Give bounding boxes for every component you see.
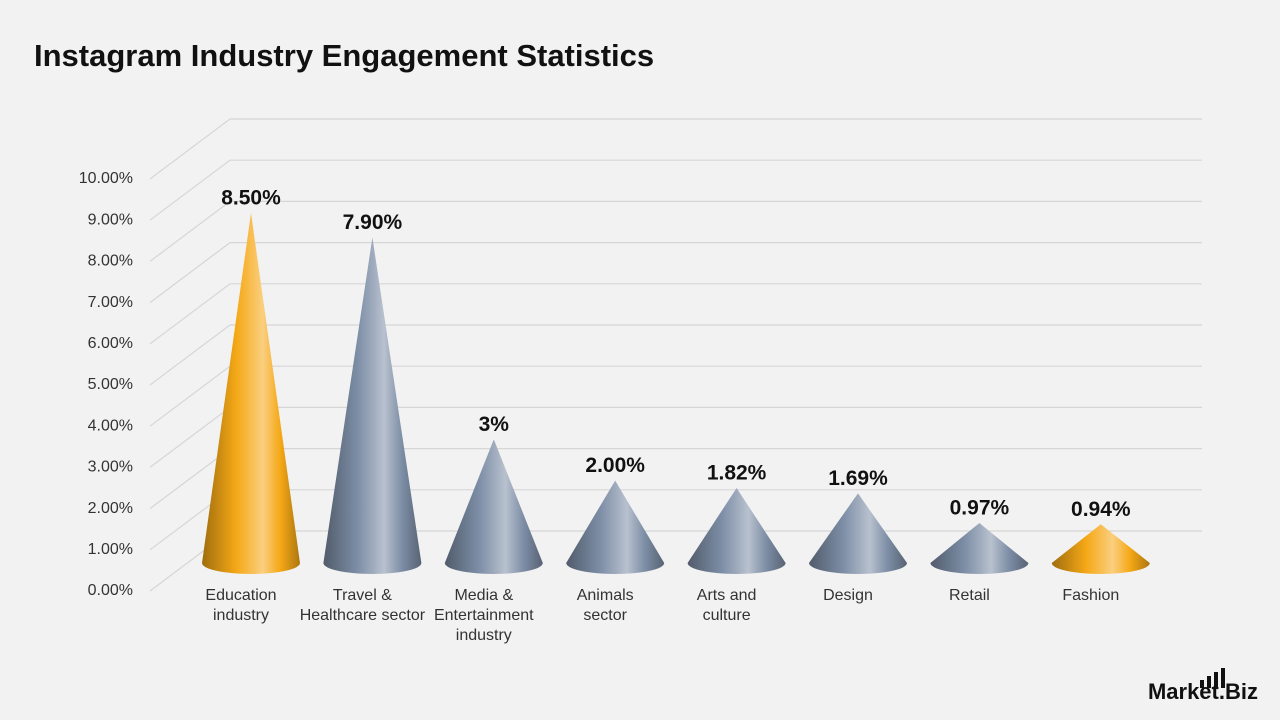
value-label: 0.97% (950, 497, 1010, 520)
cone (687, 488, 786, 574)
y-tick-label: 6.00% (88, 335, 133, 352)
x-tick-label: Design (823, 587, 873, 604)
value-label: 8.50% (221, 186, 281, 209)
grid-line (149, 118, 1202, 180)
grid-line (149, 159, 1202, 221)
grid-line (149, 365, 1202, 427)
value-label: 7.90% (343, 211, 403, 234)
grid-line (149, 324, 1202, 386)
y-tick-label: 4.00% (88, 417, 133, 434)
y-tick-label: 3.00% (88, 459, 133, 476)
y-tick-label: 0.00% (88, 582, 133, 599)
x-tick-label: Media & Entertainment industry (433, 587, 534, 644)
grid-line (149, 406, 1202, 468)
value-label: 1.69% (828, 467, 888, 490)
brand: Market.Biz (1148, 679, 1258, 704)
x-tick-label: Arts and culture (696, 587, 757, 624)
cone (1051, 524, 1150, 574)
cone (930, 523, 1029, 574)
y-tick-label: 1.00% (88, 541, 133, 558)
x-tick-label: Education industry (205, 587, 277, 624)
grid-line (149, 200, 1202, 262)
brand-logo (1200, 668, 1225, 688)
chart-title: Instagram Industry Engagement Statistics (34, 38, 654, 73)
cone (444, 439, 543, 574)
cone (323, 237, 422, 574)
y-tick-label: 7.00% (88, 294, 133, 311)
y-tick-label: 10.00% (79, 170, 133, 187)
cone (809, 493, 907, 574)
grid-line (149, 242, 1202, 304)
y-tick-label: 9.00% (88, 211, 133, 228)
x-tick-label: Retail (948, 587, 990, 604)
cone (202, 212, 300, 575)
grid-line (149, 530, 1202, 592)
grid-line (149, 489, 1202, 551)
value-label: 3% (479, 413, 510, 436)
y-tick-label: 8.00% (88, 253, 133, 270)
x-tick-label: Travel & Healthcare sector (299, 587, 426, 624)
y-tick-label: 2.00% (88, 500, 133, 517)
value-label: 1.82% (707, 462, 767, 485)
value-label: 2.00% (585, 454, 645, 477)
grid-line (149, 448, 1202, 510)
cone (566, 480, 665, 574)
x-tick-label: Fashion (1062, 587, 1120, 604)
x-tick-label: Animals sector (576, 587, 634, 624)
value-label: 0.94% (1071, 498, 1131, 521)
y-tick-label: 5.00% (88, 376, 133, 393)
grid-line (149, 283, 1202, 345)
